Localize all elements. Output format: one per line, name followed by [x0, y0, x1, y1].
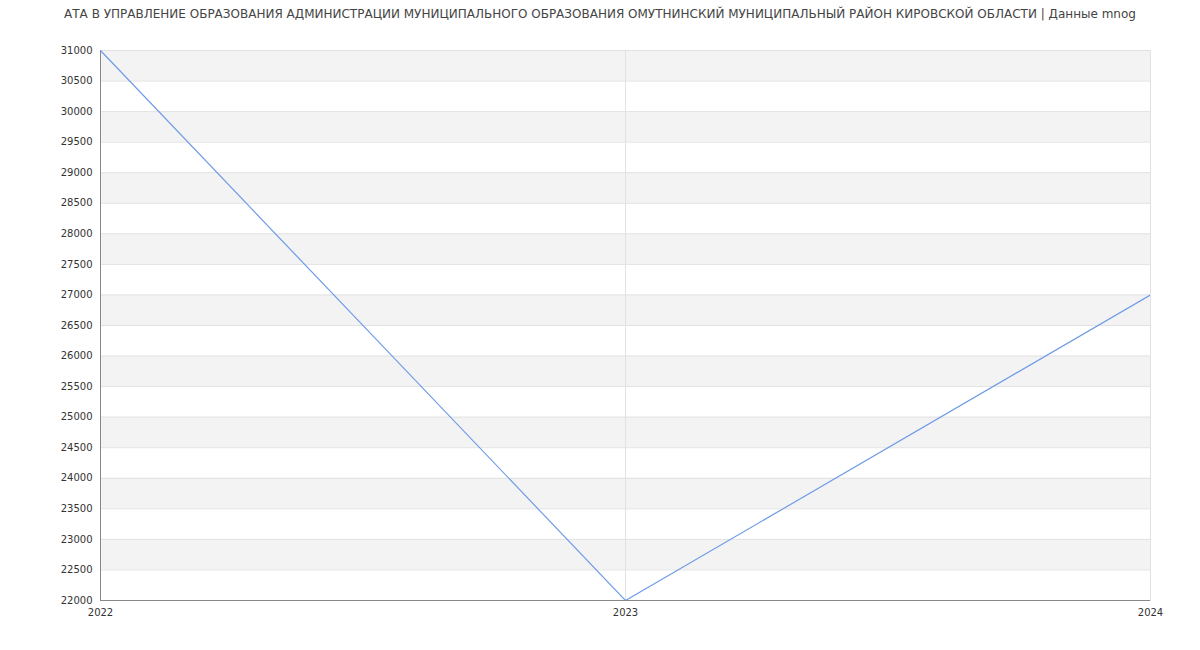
- svg-text:27500: 27500: [61, 259, 93, 270]
- svg-text:2024: 2024: [1138, 607, 1163, 618]
- svg-text:30500: 30500: [61, 75, 93, 86]
- svg-text:22000: 22000: [61, 595, 93, 606]
- svg-text:26500: 26500: [61, 320, 93, 331]
- svg-text:27000: 27000: [61, 289, 93, 300]
- svg-text:23000: 23000: [61, 534, 93, 545]
- svg-text:30000: 30000: [61, 106, 93, 117]
- svg-text:22500: 22500: [61, 564, 93, 575]
- svg-text:24000: 24000: [61, 472, 93, 483]
- svg-text:29000: 29000: [61, 167, 93, 178]
- svg-text:25500: 25500: [61, 381, 93, 392]
- html-text:АТА В УПРАВЛЕНИЕ ОБРАЗОВАНИЯ А: АТА В УПРАВЛЕНИЕ ОБРАЗОВАНИЯ АДМИНИСТРАЦ…: [64, 7, 1136, 21]
- svg-text:31000: 31000: [61, 45, 93, 56]
- svg-text:23500: 23500: [61, 503, 93, 514]
- svg-text:2022: 2022: [88, 607, 113, 618]
- svg-text:28500: 28500: [61, 197, 93, 208]
- svg-text:28000: 28000: [61, 228, 93, 239]
- svg-text:29500: 29500: [61, 136, 93, 147]
- svg-text:2023: 2023: [613, 607, 638, 618]
- svg-text:24500: 24500: [61, 442, 93, 453]
- svg-text:26000: 26000: [61, 350, 93, 361]
- svg-text:25000: 25000: [61, 411, 93, 422]
